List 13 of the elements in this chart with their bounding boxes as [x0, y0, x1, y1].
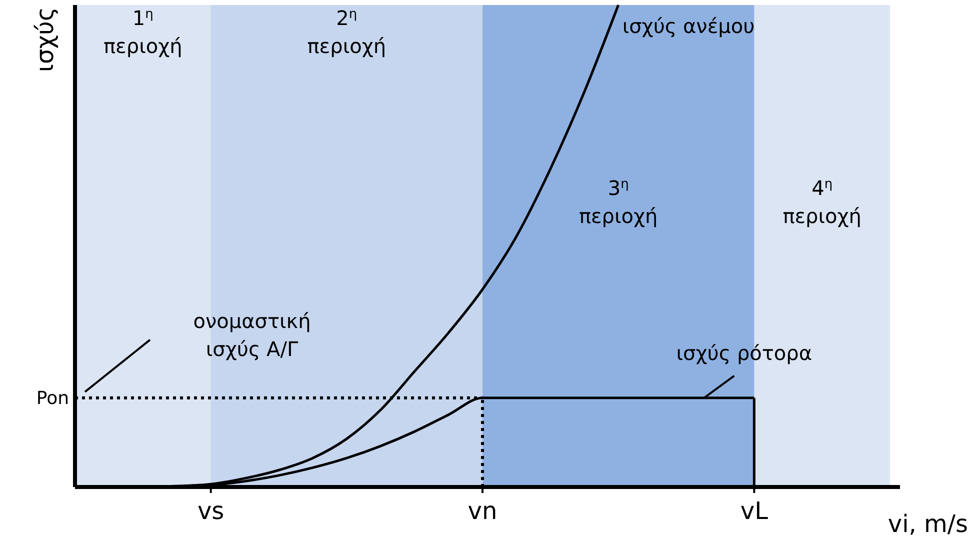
- series-label: ισχύς ανέμου: [622, 14, 755, 38]
- band-label: 3$^{η}$ περιοχή: [578, 176, 658, 228]
- series-label: ισχύς ρότορα: [676, 340, 812, 365]
- annotation: 4$^{η}$ περιοχή: [782, 176, 862, 228]
- band-label: 2$^{η}$ περιοχή: [307, 6, 386, 58]
- x-tick-label: vn: [468, 497, 498, 525]
- y-axis-title: ισχύς: [31, 7, 59, 72]
- x-tick-label: vL: [740, 497, 769, 525]
- annotation: 1$^{η}$ περιοχή: [104, 6, 182, 58]
- annotation: ονομαστική ισχύς Α/Γ: [193, 308, 311, 361]
- x-axis-title: vi, m/s: [888, 510, 968, 538]
- x-tick-label: vs: [197, 497, 224, 525]
- ref-line-label: Pon: [36, 388, 69, 409]
